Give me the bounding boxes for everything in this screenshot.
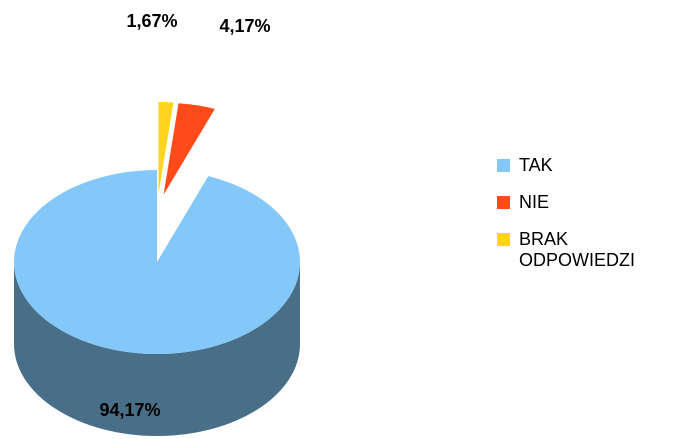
legend-label: BRAK ODPOWIEDZI: [519, 229, 635, 270]
pie-slice: [158, 102, 174, 195]
pie-side: [14, 262, 300, 436]
data-label: 4,17%: [219, 16, 270, 36]
legend-swatch: [497, 196, 510, 209]
legend-label: NIE: [519, 192, 550, 212]
legend-swatch: [497, 233, 510, 246]
legend-label: TAK: [519, 155, 553, 175]
data-label: 94,17%: [99, 400, 160, 420]
data-label: 1,67%: [126, 11, 177, 31]
legend-item: NIE: [497, 192, 689, 213]
legend: TAK NIE BRAK ODPOWIEDZI: [497, 155, 689, 287]
pie-slice: [13, 170, 300, 354]
legend-item: TAK: [497, 155, 689, 176]
pie-slice: [163, 103, 215, 195]
legend-swatch: [497, 159, 510, 172]
legend-item: BRAK ODPOWIEDZI: [497, 229, 689, 271]
